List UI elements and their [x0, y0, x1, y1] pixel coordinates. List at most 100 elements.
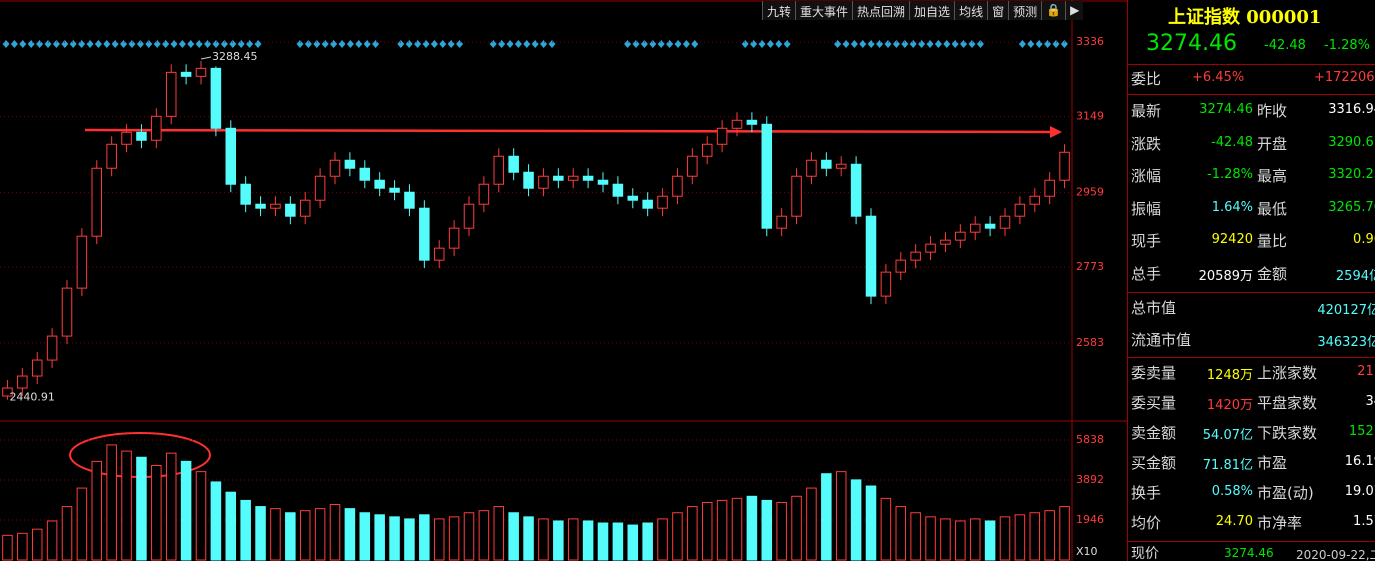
volume-bar — [657, 518, 668, 561]
volume-bar — [270, 508, 281, 561]
volume-bar — [106, 444, 117, 561]
row-label: 买金额 — [1131, 454, 1177, 472]
signal-diamond — [439, 40, 447, 48]
volume-bar — [1044, 510, 1055, 561]
signal-diamond — [766, 40, 774, 48]
volume-bar — [463, 512, 475, 561]
toolbar-button[interactable]: 窗 — [987, 1, 1009, 20]
volume-bar — [523, 516, 534, 561]
candle-body — [121, 131, 132, 145]
signal-diamond — [909, 40, 917, 48]
signal-diamond — [254, 40, 262, 48]
candle-body — [612, 183, 624, 197]
volume-bar — [1029, 512, 1041, 561]
volume-bar — [1014, 514, 1026, 561]
candle-body — [299, 199, 311, 217]
min-label: 2440.91 — [9, 391, 55, 404]
volume-bar — [240, 499, 251, 561]
candle-body — [285, 203, 296, 217]
candle-body — [567, 175, 579, 181]
candle-body — [1059, 151, 1070, 181]
signal-diamond — [397, 40, 405, 48]
volume-bar — [225, 491, 237, 561]
quote-panel: 上证指数 000001 3274.46 -42.48 -1.28% 委比 +6.45% +1… — [1127, 0, 1375, 561]
volume-bar — [865, 485, 877, 561]
volume-bar — [329, 504, 341, 561]
signal-diamond — [246, 40, 254, 48]
row-label: 市盈(动) — [1257, 484, 1314, 502]
signal-diamond — [1035, 40, 1043, 48]
chart: 3336 3149 2959 2773 2583 3288.45 2440.91 5838 38… — [0, 0, 1127, 561]
unit-label: X10 — [1076, 545, 1098, 558]
row-label: 市盈 — [1257, 454, 1288, 472]
candle-body — [314, 175, 326, 201]
candle-body — [969, 223, 981, 233]
candle-body — [746, 119, 758, 125]
signal-diamond — [523, 40, 531, 48]
candle-body — [791, 175, 802, 217]
separator — [1128, 64, 1375, 65]
volume-bar — [582, 520, 594, 561]
candle-body — [344, 159, 356, 169]
candle-body — [955, 231, 966, 241]
volume-bar — [746, 495, 758, 561]
signal-diamond — [44, 40, 52, 48]
weibi-diff: +1722069 — [1314, 70, 1375, 85]
toolbar-button[interactable]: 加自选 — [909, 1, 955, 20]
row-label: 市净率 — [1257, 514, 1303, 532]
candle-body — [359, 167, 371, 181]
volume-bar — [76, 487, 88, 561]
signal-diamond — [691, 40, 699, 48]
signal-diamond — [313, 40, 321, 48]
signal-diamond — [750, 40, 758, 48]
candle-body — [940, 239, 951, 245]
row-value: 71.81亿 — [1202, 458, 1253, 473]
signal-diamond — [649, 40, 657, 48]
row-label: 卖金额 — [1131, 424, 1177, 442]
toolbar-button[interactable]: 重大事件 — [795, 1, 853, 20]
volume-bar — [687, 506, 698, 561]
volume-bar — [701, 501, 713, 561]
volume-bar — [299, 510, 311, 561]
toolbar-button[interactable]: 九转 — [762, 1, 796, 20]
signal-diamond — [204, 40, 212, 48]
candle-body — [806, 159, 817, 177]
toolbar-button[interactable]: 预测 — [1008, 1, 1042, 20]
candle-body — [776, 215, 787, 229]
signal-diamond — [976, 40, 984, 48]
volume-bar — [940, 518, 951, 561]
signal-diamond — [10, 40, 18, 48]
toolbar-button[interactable]: 均线 — [954, 1, 988, 20]
candle-body — [597, 179, 609, 185]
candle-body — [17, 375, 28, 389]
signal-diamond — [926, 40, 934, 48]
row-value: 3265.70 — [1328, 199, 1375, 215]
row-value: 0.58% — [1211, 484, 1253, 499]
signal-diamond — [2, 40, 10, 48]
arrow-line — [84, 128, 1053, 134]
candle-body — [1044, 179, 1055, 197]
candle-body — [374, 179, 385, 189]
toolbar-icon[interactable]: 🔒 — [1041, 1, 1066, 20]
candle-body — [925, 243, 936, 253]
signal-diamond — [111, 40, 119, 48]
signal-diamond — [120, 40, 128, 48]
candle-body — [553, 175, 564, 181]
toolbar-icon[interactable]: ▶ — [1065, 1, 1084, 20]
volume-bar — [731, 497, 743, 561]
separator — [1128, 292, 1375, 293]
toolbar-button[interactable]: 热点回溯 — [852, 1, 910, 20]
signal-diamond — [212, 40, 220, 48]
row-label: 金额 — [1257, 264, 1288, 283]
panel-title: 上证指数 000001 — [1168, 7, 1322, 28]
volume-bar — [597, 522, 609, 561]
candle-body — [731, 119, 743, 129]
signal-diamond — [1060, 40, 1068, 48]
signal-diamond — [834, 40, 842, 48]
candle-body — [433, 247, 445, 261]
candle-body — [419, 207, 430, 261]
candle-body — [523, 171, 534, 189]
candle-body — [448, 227, 460, 249]
signal-diamond — [624, 40, 632, 48]
